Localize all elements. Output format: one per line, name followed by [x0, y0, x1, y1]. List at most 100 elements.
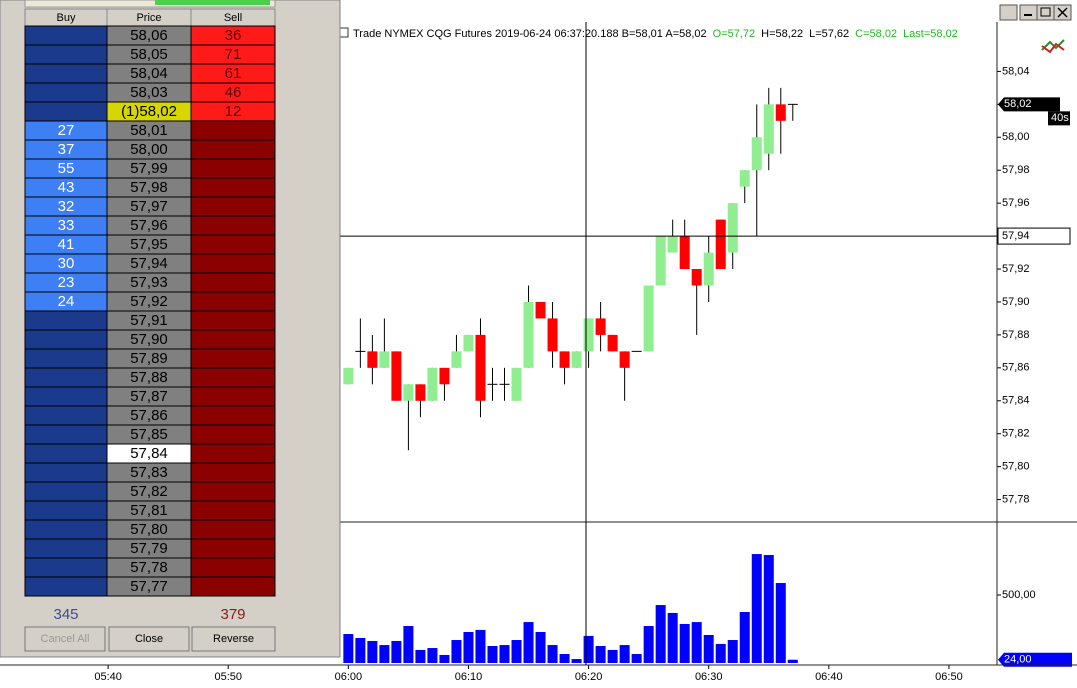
sell-cell[interactable]	[190, 538, 276, 559]
volume-bar	[775, 583, 786, 663]
y-tick-label: 500,00	[1002, 589, 1036, 601]
crosshair-label-box	[997, 227, 1071, 245]
button[interactable]	[191, 626, 276, 652]
buy-cell[interactable]	[24, 82, 108, 103]
sell-cell[interactable]	[190, 481, 276, 502]
sell-cell[interactable]	[190, 405, 276, 426]
sell-cell[interactable]	[190, 424, 276, 445]
sell-cell[interactable]	[190, 291, 276, 312]
volume-bar	[631, 654, 642, 663]
x-tick-label: 06:50	[935, 671, 963, 683]
price-label: 57,94	[130, 255, 168, 272]
window-controls[interactable]	[999, 4, 1072, 21]
candle-body	[763, 104, 774, 154]
sell-cell[interactable]	[190, 253, 276, 274]
sell-cell[interactable]	[190, 576, 276, 597]
buy-cell[interactable]	[24, 443, 108, 464]
button-label[interactable]: Reverse	[213, 633, 254, 645]
last-volume-box	[998, 652, 1072, 667]
buy-cell[interactable]	[24, 25, 108, 46]
volume-bar	[475, 629, 486, 663]
sell-cell[interactable]	[190, 120, 276, 141]
sell-cell[interactable]	[190, 519, 276, 540]
volume-bar	[751, 554, 762, 663]
price-label: 58,06	[130, 27, 168, 44]
candle-body	[727, 203, 738, 253]
button-label[interactable]: Close	[135, 633, 163, 645]
buy-cell[interactable]	[24, 367, 108, 388]
sell-cell[interactable]	[190, 196, 276, 217]
buy-cell[interactable]	[24, 576, 108, 597]
buy-size: 27	[58, 122, 75, 139]
buy-cell[interactable]	[24, 500, 108, 521]
volume-bar	[511, 640, 522, 663]
button[interactable]	[108, 626, 190, 652]
last-price-label: 58,02	[1004, 98, 1032, 110]
buy-cell[interactable]	[24, 63, 108, 84]
price-label: 57,78	[130, 559, 168, 576]
buy-size: 23	[58, 274, 75, 291]
volume-bar	[655, 605, 666, 663]
title-part: Trade NYMEX CQG Futures 2019-06-24 06:37…	[353, 28, 707, 40]
sell-cell[interactable]	[190, 139, 276, 160]
chart-title: Trade NYMEX CQG Futures 2019-06-24 06:37…	[353, 28, 958, 40]
volume-bar	[391, 640, 402, 663]
title-part: O=57,72	[713, 28, 756, 40]
sell-cell[interactable]	[190, 158, 276, 179]
x-tick-label: 06:30	[695, 671, 723, 683]
candle-body	[595, 318, 606, 335]
sell-cell[interactable]	[190, 500, 276, 521]
top-window-bar	[155, 0, 270, 5]
buy-cell[interactable]	[24, 538, 108, 559]
x-tick-label: 06:10	[455, 671, 483, 683]
price-label: 58,05	[130, 46, 168, 63]
candle-body	[523, 301, 534, 368]
buy-size: 41	[58, 236, 75, 253]
sell-cell[interactable]	[190, 215, 276, 236]
price-label: 57,99	[130, 160, 168, 177]
sell-cell[interactable]	[190, 234, 276, 255]
checkbox[interactable]	[339, 27, 349, 38]
buy-cell[interactable]	[24, 386, 108, 407]
buy-cell[interactable]	[24, 329, 108, 350]
sell-cell[interactable]	[190, 272, 276, 293]
candle-body	[775, 104, 786, 121]
buy-cell[interactable]	[24, 310, 108, 331]
y-tick-label: 57,82	[1002, 428, 1030, 440]
sell-cell[interactable]	[190, 386, 276, 407]
chart-icon[interactable]	[1041, 39, 1065, 54]
price-label: 58,03	[130, 84, 168, 101]
buy-cell[interactable]	[24, 481, 108, 502]
buy-cell[interactable]	[24, 462, 108, 483]
price-label: 57,96	[130, 217, 168, 234]
buy-cell[interactable]	[24, 348, 108, 369]
buy-cell[interactable]	[24, 424, 108, 445]
price-label: 57,83	[130, 464, 168, 481]
price-label: 57,88	[130, 369, 168, 386]
buy-cell[interactable]	[24, 519, 108, 540]
x-tick-label: 06:20	[575, 671, 603, 683]
sell-cell[interactable]	[190, 557, 276, 578]
volume-bar	[343, 634, 354, 663]
sell-cell[interactable]	[190, 310, 276, 331]
price-label: 58,01	[130, 122, 168, 139]
volume-bar	[571, 659, 582, 663]
volume-bar	[619, 645, 630, 663]
x-tick-label: 05:40	[94, 671, 122, 683]
sell-cell[interactable]	[190, 177, 276, 198]
candle-body	[463, 334, 474, 352]
sell-size: 36	[225, 27, 242, 44]
candle-body	[619, 351, 630, 368]
sell-cell[interactable]	[190, 348, 276, 369]
sell-cell[interactable]	[190, 443, 276, 464]
buy-cell[interactable]	[24, 44, 108, 65]
buy-cell[interactable]	[24, 405, 108, 426]
sell-cell[interactable]	[190, 367, 276, 388]
candle-body	[571, 351, 582, 368]
sell-cell[interactable]	[190, 462, 276, 483]
buy-cell[interactable]	[24, 557, 108, 578]
buy-cell[interactable]	[24, 101, 108, 122]
volume-bar	[679, 623, 690, 663]
sell-cell[interactable]	[190, 329, 276, 350]
candle-body	[427, 367, 438, 401]
